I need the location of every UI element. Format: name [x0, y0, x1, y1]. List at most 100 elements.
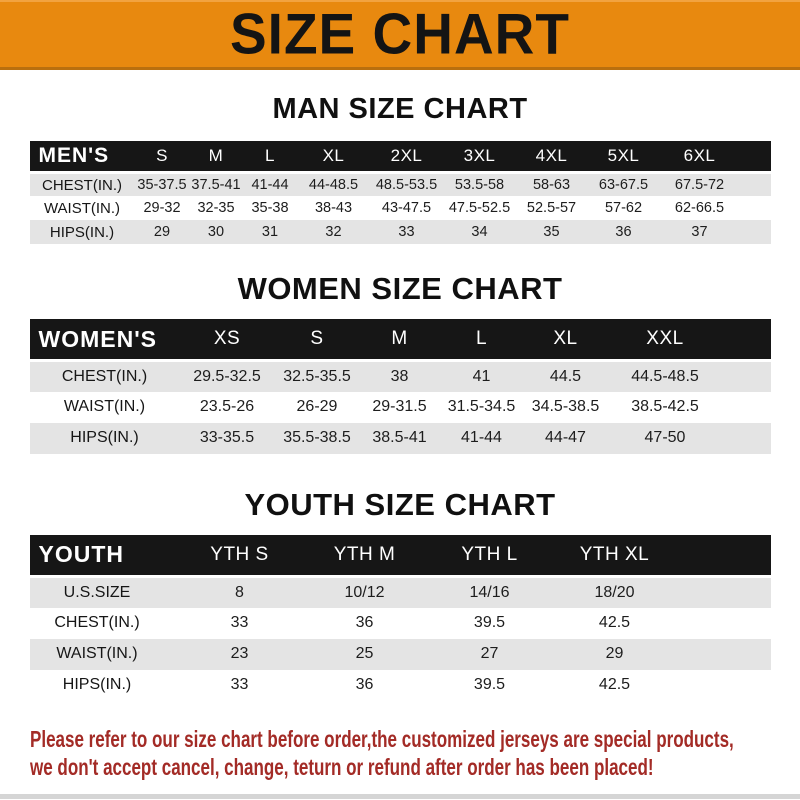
size-value: 39.5: [473, 676, 506, 694]
size-value: 29: [605, 645, 624, 663]
size-value: 35: [543, 224, 560, 241]
row-label: WAIST(IN.): [43, 199, 121, 217]
size-value: 37: [691, 224, 708, 241]
row-label: WAIST(IN.): [56, 645, 138, 663]
filler-cell: [739, 141, 771, 174]
row-label: U.S.SIZE: [63, 583, 131, 601]
size-value: 26-29: [296, 398, 338, 416]
page-title: SIZE CHART: [230, 1, 570, 67]
table-header-row: YOUTH YTH S YTH M YTH L YTH XL: [29, 534, 771, 579]
size-value: 8: [235, 583, 244, 601]
size-value: 48.5-53.5: [375, 177, 438, 194]
size-value: 36: [615, 224, 632, 241]
column-header: S: [274, 318, 360, 363]
column-header: YTH L: [414, 534, 565, 579]
column-header: L: [439, 318, 524, 363]
size-value: 32-35: [197, 200, 235, 217]
column-header: 5XL: [587, 141, 660, 174]
table-row: HIPS(IN.) 33 36 39.5 42.5: [29, 669, 771, 701]
table-header-label: YOUTH: [29, 534, 165, 579]
size-value: 34.5-38.5: [531, 398, 600, 416]
size-value: 44-48.5: [308, 177, 359, 194]
size-value: 41-44: [251, 177, 289, 194]
women-section-heading: WOMEN SIZE CHART: [237, 271, 563, 307]
filler-cell: [740, 172, 771, 196]
size-value: 29: [153, 224, 171, 241]
table-row: HIPS(IN.) 33-35.5 35.5-38.5 38.5-41 41-44 44-…: [29, 422, 771, 454]
row-label: CHEST(IN.): [42, 176, 122, 194]
size-value: 23: [230, 645, 249, 663]
size-value: 27: [480, 645, 499, 663]
column-header: YTH M: [314, 534, 415, 579]
size-value: 33: [398, 224, 415, 241]
size-value: 18/20: [594, 583, 635, 601]
size-value: 23.5-26: [199, 398, 255, 416]
column-header: 3XL: [443, 141, 516, 174]
table-header-label: WOMEN'S: [29, 318, 180, 363]
filler-cell: [665, 577, 771, 608]
size-value: 38: [390, 368, 409, 386]
table-header-label: MEN'S: [29, 141, 135, 174]
row-label: HIPS(IN.): [62, 676, 132, 694]
filler-cell: [723, 361, 771, 392]
column-header: L: [242, 141, 298, 174]
filler-cell: [665, 670, 771, 701]
disclaimer-line-2: we don't accept cancel, change, teturn o…: [30, 753, 654, 780]
size-value: 35-38: [251, 200, 289, 217]
filler-cell: [723, 392, 771, 423]
size-value: 43-47.5: [381, 200, 432, 217]
column-header: XXL: [607, 318, 723, 363]
column-header: XS: [179, 318, 275, 363]
size-value: 30: [207, 224, 225, 241]
column-header: 6XL: [659, 141, 740, 174]
size-value: 39.5: [473, 614, 506, 632]
size-value: 25: [355, 645, 374, 663]
table-header-row: WOMEN'S XS S M L XL XXL: [29, 318, 771, 363]
filler-cell: [740, 220, 771, 244]
title-banner: SIZE CHART: [0, 0, 800, 70]
bottom-strip: [0, 794, 800, 799]
size-value: 67.5-72: [674, 177, 725, 194]
size-value: 29.5-32.5: [193, 368, 261, 386]
table-row: CHEST(IN.) 29.5-32.5 32.5-35.5 38 41 44.5 44.5…: [29, 360, 771, 392]
size-value: 53.5-58: [454, 177, 505, 194]
size-value: 38.5-42.5: [631, 398, 699, 416]
column-header: XL: [523, 318, 608, 363]
column-header: 4XL: [515, 141, 588, 174]
size-value: 29-31.5: [372, 398, 427, 416]
size-value: 52.5-57: [526, 200, 577, 217]
row-label: CHEST(IN.): [61, 368, 148, 386]
table-row: WAIST(IN.) 29-32 32-35 35-38 38-43 43-47.5 47.…: [29, 196, 771, 221]
size-value: 44-47: [545, 429, 586, 447]
size-value: 41: [472, 368, 491, 386]
filler-cell: [664, 534, 771, 579]
size-value: 32: [325, 224, 342, 241]
size-value: 42.5: [598, 676, 631, 694]
size-value: 44.5-48.5: [631, 368, 699, 386]
youth-section-heading: YOUTH SIZE CHART: [244, 486, 556, 522]
disclaimer: Please refer to our size chart before or…: [0, 701, 800, 781]
table-row: CHEST(IN.) 35-37.5 37.5-41 41-44 44-48.5 48.5…: [29, 172, 771, 197]
table-row: U.S.SIZE 8 10/12 14/16 18/20: [29, 576, 771, 608]
size-value: 33: [230, 614, 249, 632]
size-value: 10/12: [344, 583, 385, 601]
column-header: XL: [297, 141, 370, 174]
row-label: CHEST(IN.): [54, 614, 140, 632]
column-header: S: [134, 141, 190, 174]
column-header: YTH S: [164, 534, 315, 579]
size-value: 36: [355, 614, 374, 632]
size-value: 34: [471, 224, 488, 241]
women-size-table: WOMEN'S XS S M L XL XXL CHEST(IN.) 29.5-32.5 32.5…: [29, 318, 771, 454]
men-size-table: MEN'S S M L XL 2XL 3XL 4XL 5XL 6XL CHEST(IN.) 35-37…: [29, 141, 771, 245]
size-value: 38.5-41: [372, 429, 427, 447]
size-value: 42.5: [598, 614, 631, 632]
size-value: 37.5-41: [191, 177, 241, 194]
table-header-row: MEN'S S M L XL 2XL 3XL 4XL 5XL 6XL: [29, 141, 771, 174]
column-header: M: [359, 318, 440, 363]
size-value: 32.5-35.5: [283, 368, 351, 386]
row-label: HIPS(IN.): [70, 429, 139, 447]
table-row: WAIST(IN.) 23.5-26 26-29 29-31.5 31.5-34.5 34…: [29, 391, 771, 423]
row-label: WAIST(IN.): [63, 398, 146, 416]
size-value: 33-35.5: [199, 429, 255, 447]
